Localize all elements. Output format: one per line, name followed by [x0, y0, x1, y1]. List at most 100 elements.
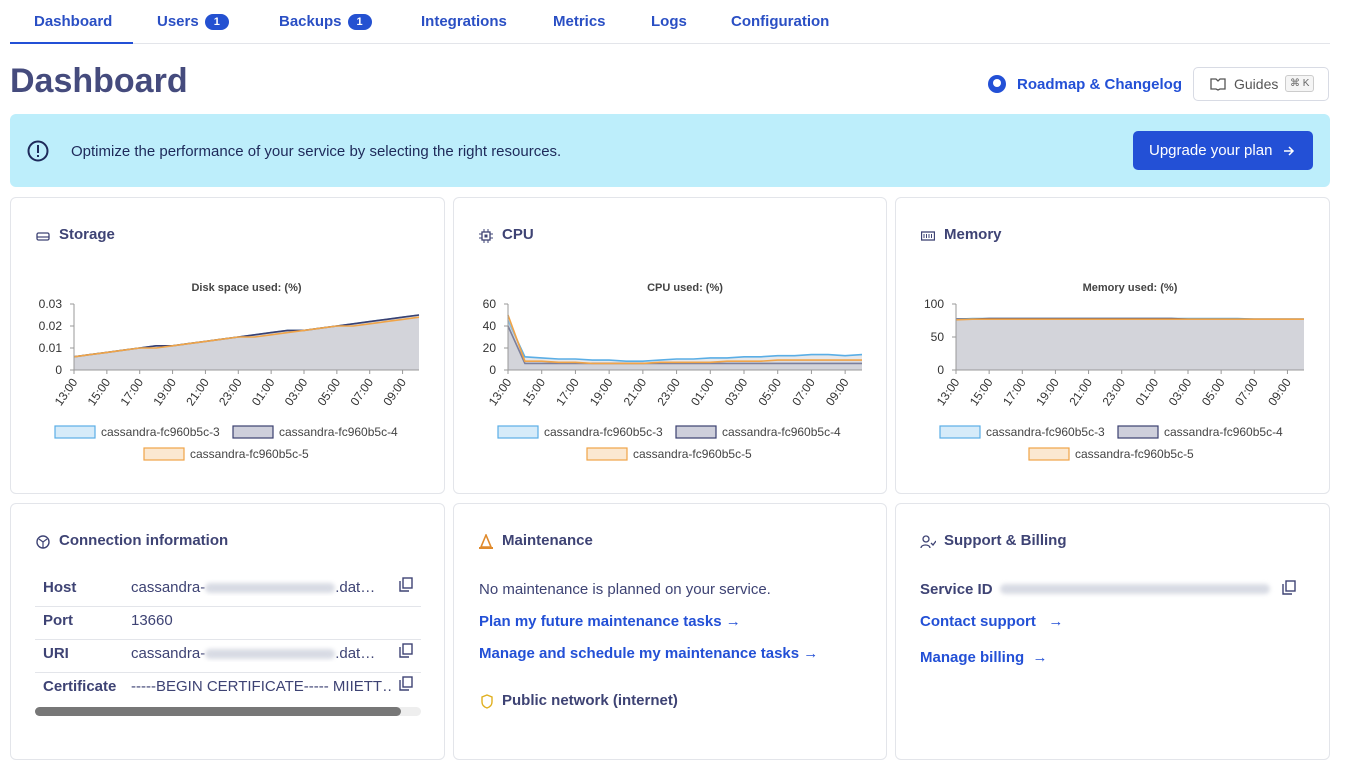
y-tick-label: 40: [483, 319, 497, 333]
support-panel: Support & Billing Service ID Contact sup…: [895, 503, 1330, 760]
x-tick-label: 01:00: [688, 375, 717, 408]
legend-label: cassandra-fc960b5c-3: [101, 425, 220, 439]
legend-swatch: [586, 447, 628, 461]
banner: Optimize the performance of your service…: [10, 114, 1330, 187]
legend-swatch: [143, 447, 185, 461]
value-suffix: .dat…: [335, 645, 376, 662]
legend-swatch: [54, 425, 96, 439]
value-text: cassandra-: [131, 645, 206, 662]
tab[interactable]: Logs: [651, 13, 687, 30]
chart-title: CPU used: (%): [647, 282, 723, 294]
area: [508, 315, 862, 370]
row-label: URI: [43, 645, 69, 662]
tab-badge: 1: [347, 14, 372, 30]
legend-swatch: [1028, 447, 1070, 461]
area: [74, 315, 419, 370]
x-tick-label: 23:00: [1099, 375, 1128, 408]
tab[interactable]: Configuration: [731, 13, 829, 30]
y-tick-label: 100: [924, 297, 944, 311]
x-tick-label: 23:00: [654, 375, 683, 408]
panel-title: Storage: [59, 226, 115, 243]
schedule-link[interactable]: Manage and schedule my maintenance tasks…: [479, 645, 819, 662]
row-divider: [35, 639, 421, 640]
panel-icon: [36, 232, 50, 241]
guides-button[interactable]: Guides ⌘ K: [1193, 67, 1329, 101]
panel-title: CPU: [502, 226, 534, 243]
billing-link[interactable]: Manage billing →: [920, 649, 1048, 666]
tab[interactable]: Backups 1: [279, 13, 372, 30]
area: [508, 326, 862, 370]
tab-label: Integrations: [421, 13, 507, 30]
line: [955, 318, 1304, 321]
page-title: Dashboard: [10, 62, 188, 100]
x-tick-label: 05:00: [1199, 375, 1228, 408]
value-suffix: .dat…: [335, 579, 376, 596]
shield-icon: [481, 694, 493, 709]
legend-label: cassandra-fc960b5c-3: [986, 425, 1105, 439]
plan-link[interactable]: Plan my future maintenance tasks →: [479, 613, 741, 630]
tab[interactable]: Users 1: [157, 13, 229, 30]
copy-icon[interactable]: [1282, 580, 1296, 595]
panel-title: Maintenance: [502, 532, 593, 549]
copy-icon[interactable]: [399, 577, 413, 592]
row-label: Port: [43, 612, 73, 629]
contact-link[interactable]: Contact support →: [920, 613, 1064, 630]
chart: CPU used: (%) 0 20 40 60 13:00 15:00 17:00 19:00…: [483, 282, 863, 461]
link-label: Contact support: [920, 613, 1036, 630]
area: [956, 319, 1304, 370]
upgrade-button[interactable]: Upgrade your plan: [1133, 131, 1313, 170]
service-id-label: Service ID: [920, 581, 993, 598]
x-tick-label: 15:00: [519, 375, 548, 408]
tab[interactable]: Integrations: [421, 13, 507, 30]
legend-swatch: [1117, 425, 1159, 439]
tab-label: Backups: [279, 13, 342, 30]
x-tick-label: 09:00: [823, 375, 852, 408]
tab[interactable]: Dashboard: [34, 13, 112, 30]
tab[interactable]: Metrics: [553, 13, 606, 30]
chart-title: Disk space used: (%): [191, 282, 301, 294]
info-icon: [27, 140, 49, 162]
copy-icon[interactable]: [399, 643, 413, 658]
x-tick-label: 21:00: [1066, 375, 1095, 408]
chart: Memory used: (%) 0 50 100 13:00 15:00 17:00 19:…: [924, 282, 1304, 461]
connection-panel: Connection information Host cassandra- .da…: [10, 503, 445, 760]
value-text: cassandra-: [131, 579, 206, 596]
x-tick-label: 19:00: [150, 375, 179, 408]
link-label: Manage and schedule my maintenance tasks: [479, 645, 800, 662]
active-tab-underline: [10, 42, 133, 44]
x-tick-label: 09:00: [380, 375, 409, 408]
x-tick-label: 09:00: [1265, 375, 1294, 408]
legend-label: cassandra-fc960b5c-4: [279, 425, 398, 439]
storage-panel: Storage Disk space used: (%) 0 0.01 0.02 0.03…: [10, 197, 445, 494]
area: [74, 317, 419, 370]
y-tick-label: 0.01: [39, 341, 63, 355]
shortcut: ⌘ K: [1285, 75, 1315, 92]
x-tick-label: 21:00: [183, 375, 212, 408]
x-tick-label: 13:00: [52, 375, 81, 408]
line: [507, 325, 862, 365]
x-tick-label: 17:00: [1000, 375, 1029, 408]
x-tick-label: 17:00: [117, 375, 146, 408]
tab-label: Configuration: [731, 13, 830, 30]
memory-panel: Memory Memory used: (%) 0 50 100 13:00 15:00 17…: [895, 197, 1330, 494]
x-tick-label: 01:00: [249, 375, 278, 408]
x-tick-label: 05:00: [315, 375, 344, 408]
copy-icon[interactable]: [399, 676, 413, 691]
area: [956, 318, 1304, 370]
row-value: cassandra- .dat…: [131, 645, 391, 662]
connection-icon: [36, 535, 50, 549]
x-tick-label: 15:00: [967, 375, 996, 408]
chart-title: Memory used: (%): [1083, 282, 1178, 294]
line: [507, 320, 863, 362]
network-title: Public network (internet): [502, 692, 678, 709]
scrollbar-thumb[interactable]: [35, 707, 401, 716]
tab-badge: 1: [204, 14, 229, 30]
roadmap-link[interactable]: Roadmap & Changelog: [1017, 76, 1183, 93]
panel-title: Connection information: [59, 532, 229, 549]
user-icon: [920, 535, 936, 549]
x-tick-label: 03:00: [1166, 375, 1195, 408]
area: [508, 320, 862, 370]
upgrade-label: Upgrade your plan: [1149, 142, 1273, 159]
y-tick-label: 0.03: [39, 297, 63, 311]
